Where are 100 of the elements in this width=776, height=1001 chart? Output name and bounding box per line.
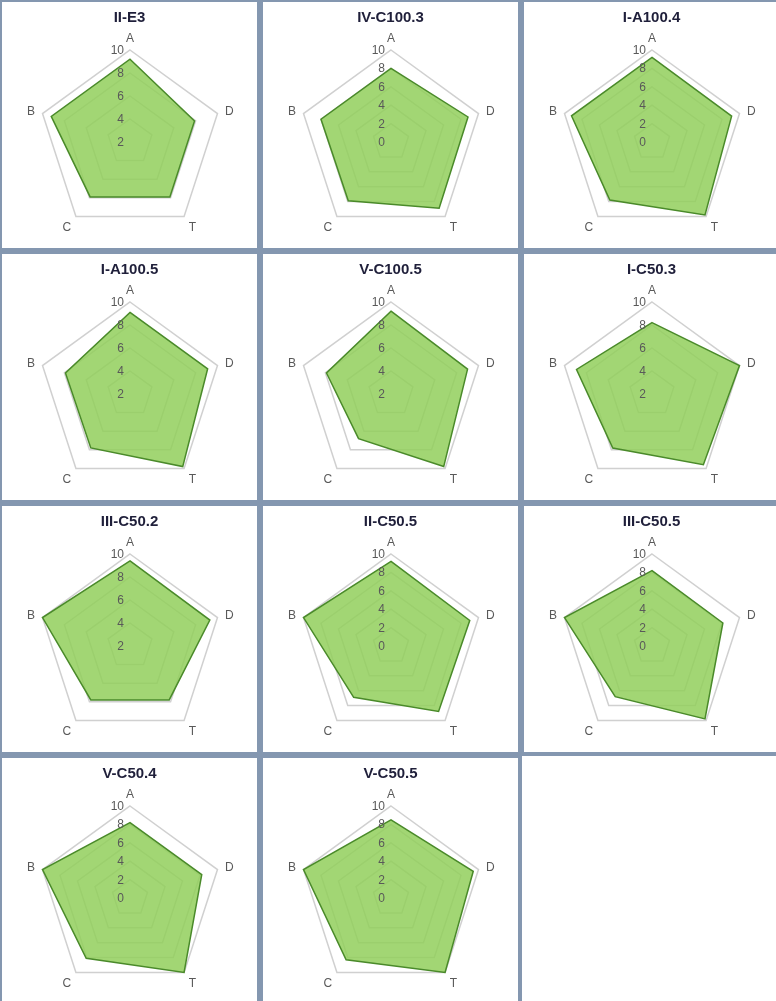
spoke-label: D — [485, 104, 495, 119]
spoke-label: T — [188, 976, 197, 991]
spoke-label: A — [386, 535, 395, 549]
y-tick-label: 4 — [116, 364, 124, 378]
y-tick-label: 10 — [110, 799, 124, 813]
y-tick-label: 10 — [371, 43, 385, 57]
y-tick-label: 4 — [377, 854, 385, 869]
y-tick-label: 4 — [377, 98, 385, 113]
y-tick-label: 8 — [377, 817, 385, 832]
spoke-label: D — [485, 860, 495, 875]
spoke-label: T — [710, 724, 719, 739]
spoke-label: T — [710, 472, 719, 487]
spoke-label: B — [26, 860, 35, 875]
y-tick-label: 2 — [377, 116, 385, 131]
spoke-label: T — [188, 724, 197, 739]
spoke-label: A — [125, 787, 134, 801]
y-tick-label: 2 — [116, 135, 124, 149]
y-tick-label: 0 — [638, 135, 646, 149]
y-tick-label: 6 — [377, 79, 385, 94]
spoke-label: D — [224, 860, 234, 875]
spoke-label: D — [485, 356, 495, 371]
y-tick-label: 6 — [638, 79, 646, 94]
spoke-label: A — [125, 535, 134, 549]
y-tick-label: 8 — [377, 318, 385, 332]
spoke-label: A — [125, 31, 134, 45]
chart-title: III-C50.2 — [100, 512, 159, 531]
y-tick-label: 2 — [377, 620, 385, 635]
spoke-label: C — [584, 472, 594, 487]
spoke-label: B — [26, 608, 35, 623]
spoke-label: T — [449, 976, 458, 991]
y-tick-label: 6 — [116, 89, 124, 103]
spoke-label: A — [386, 31, 395, 45]
y-tick-label: 10 — [632, 295, 646, 309]
y-tick-label: 10 — [110, 295, 124, 309]
chart-title: III-C50.5 — [622, 512, 681, 531]
spoke-label: T — [188, 472, 197, 487]
spoke-label: A — [125, 283, 134, 297]
spoke-label: D — [485, 608, 495, 623]
y-tick-label: 8 — [116, 570, 124, 584]
y-tick-label: 4 — [638, 98, 646, 113]
chart-title: V-C100.5 — [359, 260, 422, 279]
chart-title: I-C50.3 — [626, 260, 677, 279]
spoke-label: T — [449, 220, 458, 235]
chart-title: II-E3 — [113, 8, 146, 27]
y-tick-label: 10 — [110, 547, 124, 561]
chart-title: I-A100.5 — [100, 260, 159, 279]
spoke-label: T — [449, 472, 458, 487]
y-tick-label: 4 — [638, 364, 646, 378]
y-tick-label: 0 — [116, 891, 124, 905]
y-tick-label: 4 — [377, 602, 385, 617]
spoke-label: A — [386, 283, 395, 297]
y-tick-label: 6 — [116, 593, 124, 607]
y-tick-label: 0 — [377, 639, 385, 653]
y-tick-label: 4 — [116, 112, 124, 126]
spoke-label: B — [287, 860, 296, 875]
spoke-label: A — [386, 787, 395, 801]
spoke-label: D — [746, 608, 756, 623]
chart-title: I-A100.4 — [622, 8, 681, 27]
chart-title: IV-C100.3 — [357, 8, 424, 27]
y-tick-label: 10 — [632, 43, 646, 57]
spoke-label: B — [548, 608, 557, 623]
spoke-label: B — [26, 356, 35, 371]
chart-title: II-C50.5 — [363, 512, 418, 531]
y-tick-label: 0 — [638, 639, 646, 653]
y-tick-label: 2 — [116, 872, 124, 887]
y-tick-label: 4 — [377, 364, 385, 378]
y-tick-label: 4 — [638, 602, 646, 617]
y-tick-label: 8 — [116, 66, 124, 80]
spoke-label: D — [746, 356, 756, 371]
spoke-label: T — [188, 220, 197, 235]
y-tick-label: 10 — [371, 547, 385, 561]
y-tick-label: 6 — [377, 583, 385, 598]
y-tick-label: 6 — [116, 835, 124, 850]
spoke-label: C — [584, 724, 594, 739]
spoke-label: D — [746, 104, 756, 119]
spoke-label: C — [323, 724, 333, 739]
y-tick-label: 8 — [638, 61, 646, 76]
spoke-label: D — [224, 104, 234, 119]
spoke-label: A — [647, 283, 656, 297]
y-tick-label: 10 — [110, 43, 124, 57]
y-tick-label: 10 — [371, 799, 385, 813]
spoke-label: C — [323, 220, 333, 235]
chart-title: V-C50.5 — [363, 764, 418, 783]
spoke-label: B — [287, 608, 296, 623]
y-tick-label: 8 — [116, 318, 124, 332]
y-tick-label: 6 — [638, 341, 646, 355]
y-tick-label: 10 — [632, 547, 646, 561]
spoke-label: B — [287, 104, 296, 119]
chart-title: V-C50.4 — [102, 764, 157, 783]
y-tick-label: 2 — [116, 639, 124, 653]
spoke-label: B — [548, 356, 557, 371]
spoke-label: D — [224, 608, 234, 623]
spoke-label: C — [323, 472, 333, 487]
y-tick-label: 0 — [377, 891, 385, 905]
spoke-label: C — [62, 976, 72, 991]
y-tick-label: 6 — [377, 341, 385, 355]
y-tick-label: 6 — [377, 835, 385, 850]
y-tick-label: 8 — [377, 61, 385, 76]
y-tick-label: 2 — [638, 620, 646, 635]
y-tick-label: 6 — [116, 341, 124, 355]
